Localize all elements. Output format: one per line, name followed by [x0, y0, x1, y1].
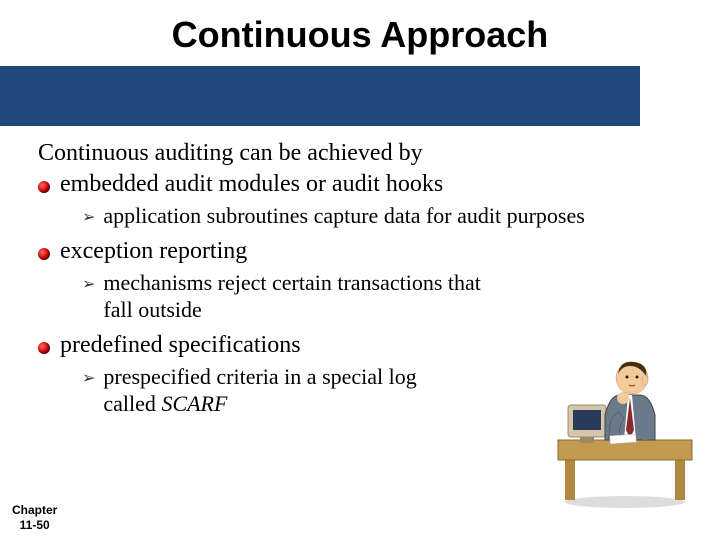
arrow-icon: ➢	[82, 207, 95, 227]
chapter-footer: Chapter 11-50	[12, 503, 57, 532]
sub-text-italic: SCARF	[161, 391, 227, 416]
bullet-icon	[38, 181, 50, 193]
bullet-icon	[38, 342, 50, 354]
slide-title: Continuous Approach	[0, 0, 720, 66]
arrow-icon: ➢	[82, 368, 95, 388]
sub-text-prefix: prespecified criteria in a special log c…	[103, 364, 416, 417]
businessman-at-desk-clipart	[550, 340, 700, 510]
list-item: embedded audit modules or audit hooks	[38, 171, 690, 198]
list-item: exception reporting	[38, 238, 690, 265]
bullet-icon	[38, 248, 50, 260]
sub-list-item: ➢ prespecified criteria in a special log…	[82, 363, 462, 418]
sub-list-item: ➢ application subroutines capture data f…	[82, 202, 690, 230]
bullet-text: exception reporting	[60, 238, 247, 265]
lead-text: Continuous auditing can be achieved by	[38, 140, 690, 167]
sub-text: mechanisms reject certain transactions t…	[103, 269, 512, 324]
sub-text: prespecified criteria in a special log c…	[103, 363, 462, 418]
title-bar	[0, 66, 640, 126]
bullet-text: embedded audit modules or audit hooks	[60, 171, 443, 198]
arrow-icon: ➢	[82, 274, 95, 294]
sub-list-item: ➢ mechanisms reject certain transactions…	[82, 269, 512, 324]
bullet-text: predefined specifications	[60, 332, 301, 359]
sub-text: application subroutines capture data for…	[103, 202, 584, 230]
